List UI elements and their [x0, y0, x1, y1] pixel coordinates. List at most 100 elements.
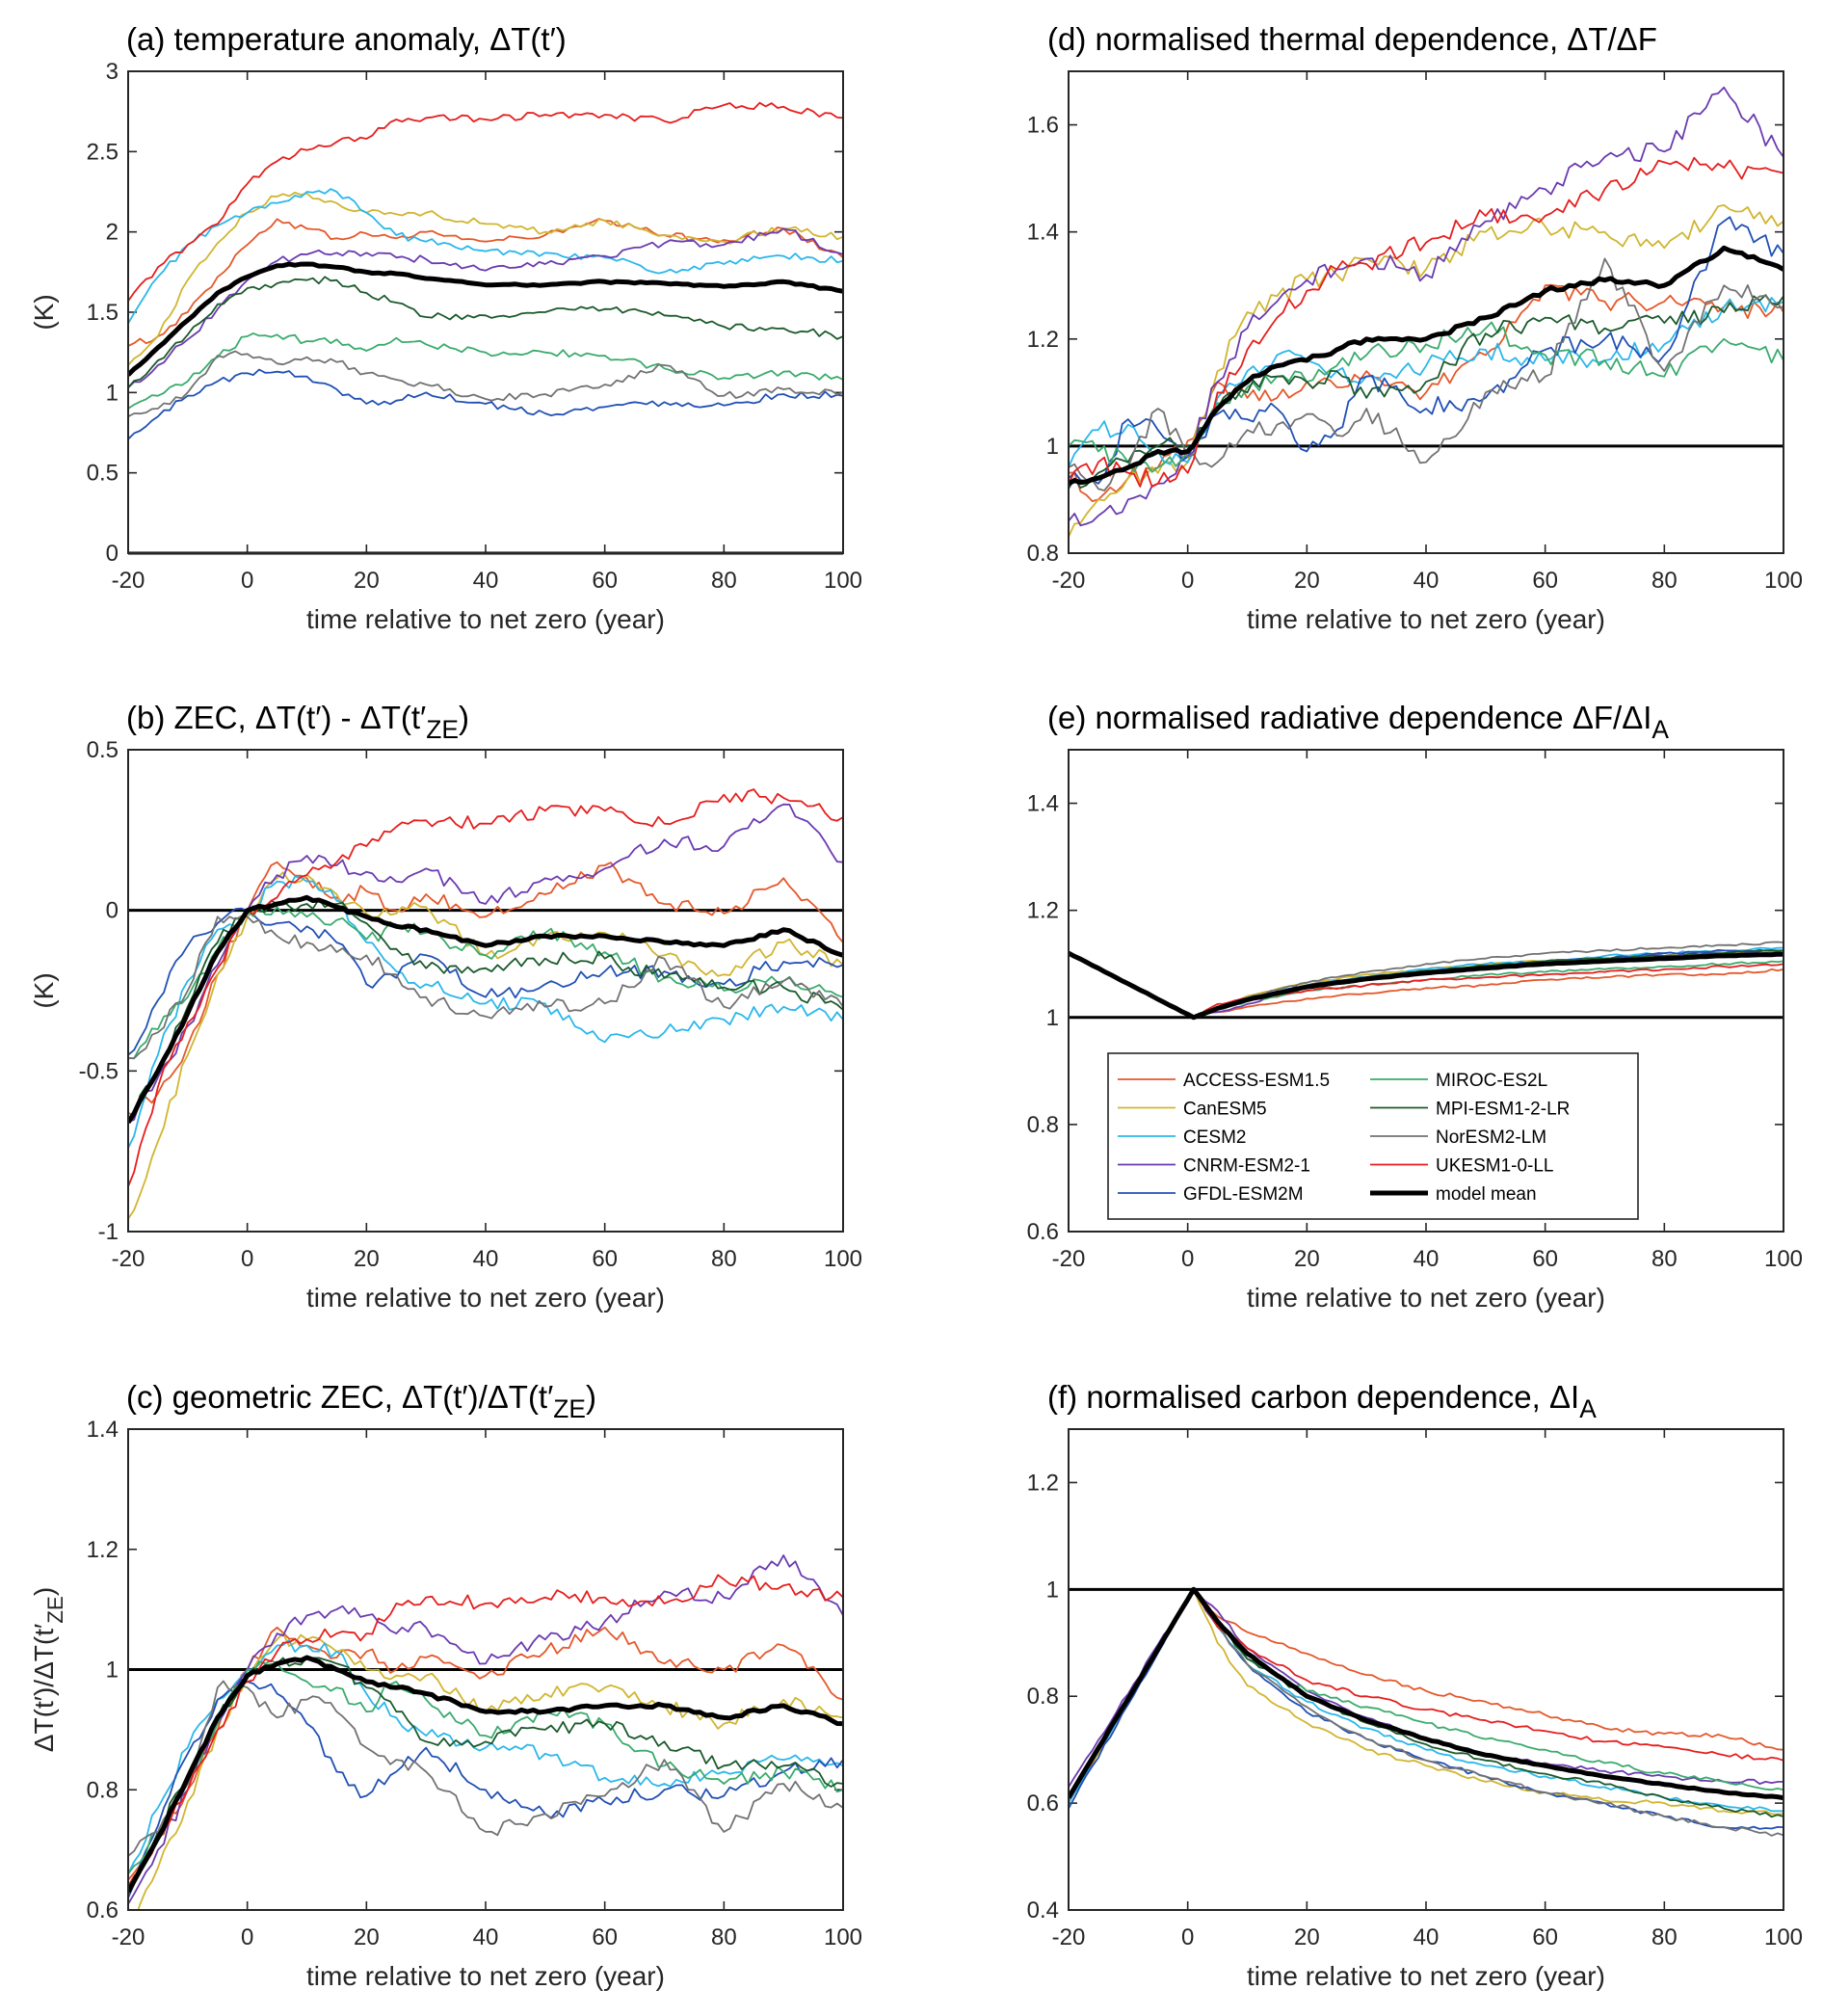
y-tick-label: -0.5	[79, 1058, 119, 1084]
legend-item: MPI-ESM1-2-LR	[1370, 1100, 1570, 1120]
y-tick-label: 1.4	[87, 1417, 119, 1443]
panel-f: (f) normalised carbon dependence, ΔIA​ -2…	[1027, 1379, 1803, 1991]
x-tick-label: -20	[112, 1246, 145, 1272]
axes-frame	[127, 1428, 844, 1911]
x-axis-label: time relative to net zero (year)	[306, 1283, 665, 1313]
x-tick-label: 80	[1651, 1924, 1678, 1950]
series-line-noresm2-lm	[128, 915, 843, 1060]
x-tick-label: 20	[354, 568, 380, 594]
panel-c: (c) geometric ZEC, ΔT(t′)/ΔT(t′ZE​) -20 0 2…	[29, 1379, 862, 1991]
series-group	[1069, 1586, 1783, 1837]
x-tick-label: 100	[824, 1246, 862, 1272]
x-tick-label: 80	[711, 1246, 737, 1272]
legend-item: model mean	[1370, 1184, 1537, 1205]
y-tick-label: 1	[106, 1658, 119, 1684]
y-tick-label: 0.5	[87, 461, 119, 487]
x-tick-label: 60	[592, 1924, 618, 1950]
series-line-ukesm1-0-ll	[1193, 963, 1783, 1019]
x-axis-label: time relative to net zero (year)	[1247, 1961, 1605, 1991]
y-tick-label: 3	[106, 59, 119, 85]
y-tick-label: 1	[1046, 1005, 1059, 1031]
x-tick-label: 100	[1764, 1246, 1803, 1272]
axes-frame	[127, 749, 844, 1233]
series-line-cnrm-esm2-1	[1069, 86, 1783, 527]
y-tick-label: 1.2	[1027, 1470, 1059, 1496]
series-line-access-esm1-5	[1193, 968, 1783, 1019]
x-tick-label: 0	[1181, 1924, 1194, 1950]
y-tick-label: 0.6	[1027, 1219, 1059, 1245]
series-line-ukesm1-0-ll	[128, 788, 843, 1187]
x-tick-label: -20	[112, 1924, 145, 1950]
x-tick-label: 40	[473, 1246, 499, 1272]
x-tick-label: 20	[1294, 1246, 1320, 1272]
y-tick-label: 0.4	[1027, 1897, 1059, 1923]
legend-label: MIROC-ES2L	[1436, 1071, 1547, 1091]
legend-label: GFDL-ESM2M	[1183, 1184, 1304, 1205]
series-line-canesm5	[1069, 204, 1783, 538]
series-line-cnrm-esm2-1	[128, 803, 843, 1124]
series-group	[128, 1554, 843, 1910]
x-tick-label: 80	[1651, 1246, 1678, 1272]
series-line-canesm5	[128, 191, 843, 366]
legend-item: CNRM-ESM2-1	[1118, 1156, 1310, 1177]
legend-item: CanESM5	[1118, 1100, 1267, 1120]
x-tick-label: 80	[711, 568, 737, 594]
legend-item: NorESM2-LM	[1370, 1127, 1546, 1148]
x-tick-label: 20	[1294, 1924, 1320, 1950]
series-group	[128, 101, 843, 440]
series-group	[1069, 941, 1783, 1021]
series-group	[128, 788, 843, 1220]
x-tick-label: 20	[1294, 568, 1320, 594]
x-tick-label: 0	[241, 568, 253, 594]
series-line-mpi-esm1-2-lr	[128, 276, 843, 388]
x-axis-label: time relative to net zero (year)	[1247, 1283, 1605, 1313]
x-tick-label: 40	[1413, 1924, 1440, 1950]
series-line-noresm2-lm	[1193, 941, 1783, 1019]
legend-item: GFDL-ESM2M	[1118, 1184, 1304, 1205]
x-tick-label: 100	[1764, 568, 1803, 594]
panel-d: (d) normalised thermal dependence, ΔT/ΔF…	[1027, 21, 1803, 634]
legend-item: UKESM1-0-LL	[1370, 1156, 1554, 1177]
y-tick-label: 1.6	[1027, 113, 1059, 139]
y-tick-label: 0.6	[1027, 1791, 1059, 1817]
x-axis-label: time relative to net zero (year)	[306, 604, 665, 634]
x-tick-label: 0	[1181, 568, 1194, 594]
legend-label: CNRM-ESM2-1	[1183, 1156, 1310, 1177]
x-tick-label: 60	[592, 1246, 618, 1272]
y-axis-label: ΔT(t′)/ΔT(t′ZE​)	[29, 1587, 67, 1752]
x-tick-label: 40	[1413, 568, 1440, 594]
legend-label: NorESM2-LM	[1436, 1127, 1546, 1148]
y-tick-label: 0.6	[87, 1897, 119, 1923]
x-tick-label: -20	[1052, 1924, 1086, 1950]
y-tick-label: 0.8	[1027, 1112, 1059, 1138]
y-tick-label: 0.8	[1027, 541, 1059, 567]
x-axis-label: time relative to net zero (year)	[306, 1961, 665, 1991]
x-tick-label: 40	[473, 1924, 499, 1950]
series-line-model-mean	[1069, 245, 1783, 487]
series-line-gfdl-esm2m	[1193, 948, 1783, 1019]
series-line-canesm5	[137, 1631, 843, 1910]
y-tick-label: 1	[106, 380, 119, 406]
x-tick-label: -20	[112, 568, 145, 594]
panel-a: (a) temperature anomaly, ΔT(t′)-20 0 20 40 6…	[29, 21, 862, 634]
series-line-model-mean	[128, 261, 843, 377]
legend-label: CESM2	[1183, 1127, 1246, 1148]
x-tick-label: 60	[1532, 1924, 1558, 1950]
panel-e: (e) normalised radiative dependence ΔF/Δ…	[1027, 700, 1803, 1313]
legend-label: CanESM5	[1183, 1100, 1267, 1120]
series-line-ukesm1-0-ll	[1069, 156, 1783, 488]
legend-label: MPI-ESM1-2-LR	[1436, 1100, 1570, 1120]
legend-item: MIROC-ES2L	[1370, 1071, 1547, 1091]
y-tick-label: 1.5	[87, 300, 119, 326]
series-line-ukesm1-0-ll	[128, 101, 843, 302]
series-line-noresm2-lm	[1069, 1588, 1783, 1837]
y-tick-label: 1.2	[1027, 327, 1059, 353]
series-line-access-esm1-5	[1069, 283, 1783, 502]
series-line-gfdl-esm2m	[1069, 216, 1783, 485]
series-line-model-mean	[1069, 950, 1783, 1021]
series-line-ukesm1-0-ll	[128, 1574, 843, 1887]
y-tick-label: 0.5	[87, 737, 119, 763]
x-tick-label: 60	[592, 568, 618, 594]
x-tick-label: 100	[824, 1924, 862, 1950]
